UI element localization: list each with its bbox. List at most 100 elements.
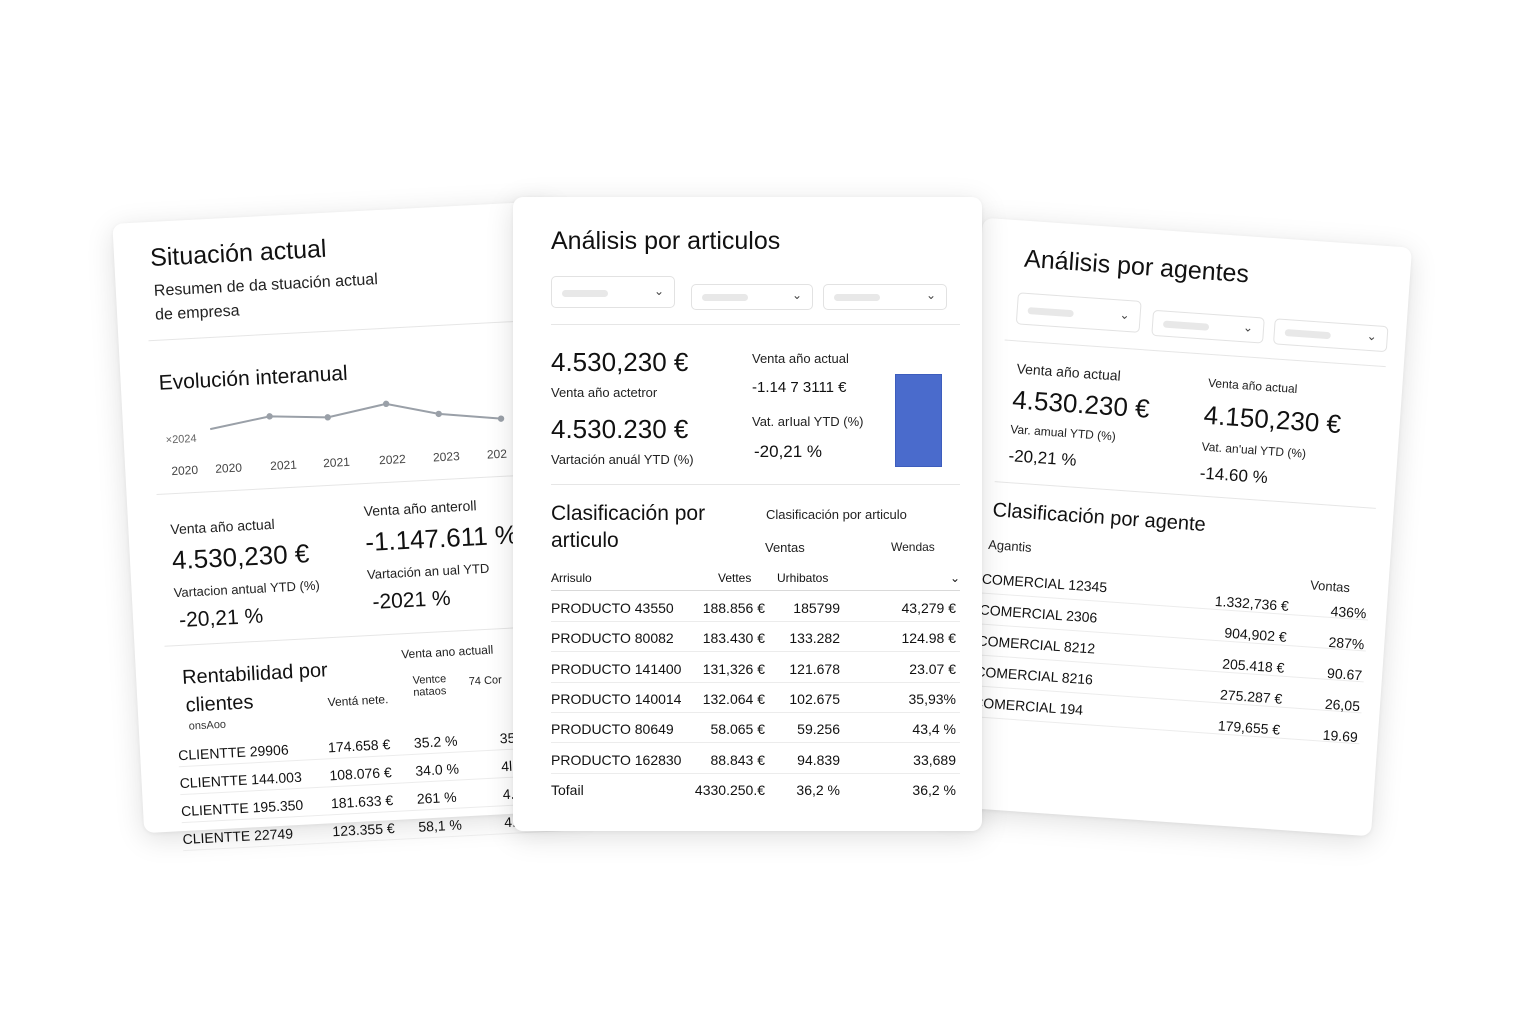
- kpi-value: 4.530.230 €: [1011, 384, 1151, 424]
- column-header: Agantis: [987, 536, 1033, 555]
- margen: 34.0 %: [414, 760, 460, 779]
- chevron-down-icon: ⌄: [1119, 307, 1131, 323]
- chevron-down-icon: ⌄: [653, 284, 664, 298]
- section-title: Clasificación por agente: [991, 499, 1207, 536]
- filter-dropdown[interactable]: ⌄: [691, 284, 813, 310]
- kpi-var: -2021 %: [371, 586, 452, 614]
- chevron-down-icon: ⌄: [1366, 328, 1378, 344]
- filter-dropdown[interactable]: ⌄: [1015, 292, 1142, 333]
- table-row[interactable]: PRODUCTO 141400 131,326 € 121.678 23.07 €: [551, 653, 960, 683]
- kpi-label: Venta año anteroll: [363, 497, 477, 520]
- margen: 261 %: [416, 788, 457, 807]
- situacion-actual-card: Situación actual Resumen de da stuación …: [112, 200, 585, 852]
- product-name: PRODUCTO 141400: [551, 660, 682, 677]
- card-subtitle-2: de empresa: [154, 302, 241, 324]
- analisis-articulos-card: Análisis por articulos ⌄ ⌄ ⌄ 4.530,230 €…: [513, 197, 982, 831]
- client-name: CLIENTTE 195.350: [180, 796, 304, 820]
- unidades: 121.678: [789, 660, 840, 677]
- data-point: [324, 414, 331, 421]
- filter-dropdown[interactable]: ⌄: [1272, 318, 1389, 353]
- chevron-down-icon: ⌄: [1242, 320, 1254, 335]
- client-name: CLIENTTE 29906: [177, 741, 290, 764]
- kpi-var: -14.60 %: [1199, 463, 1269, 488]
- product-name: PRODUCTO 140014: [551, 690, 682, 707]
- x-tick-label: 2022: [379, 452, 407, 467]
- filter-dropdown[interactable]: ⌄: [823, 284, 947, 310]
- kpi-value: 4.530,230 €: [551, 347, 689, 377]
- margen: 33,689: [913, 751, 956, 768]
- column-header[interactable]: Urhibatos: [777, 571, 829, 585]
- card-title: Análisis por articulos: [551, 227, 781, 255]
- kpi-var-label: Var. amual YTD (%): [1009, 422, 1117, 444]
- kpi-value: 4.530,230 €: [171, 538, 310, 576]
- total-ventas: 4330.250.€: [694, 782, 765, 798]
- table-row[interactable]: PRODUCTO 43550 188.856 € 185799 43,279 €: [551, 592, 960, 622]
- data-point: [497, 415, 505, 422]
- total-margen: 36,2 %: [912, 782, 956, 798]
- sort-chevron-icon[interactable]: ⌄: [949, 571, 960, 585]
- series-line: [210, 402, 502, 431]
- kpi-var: -20,21 %: [1007, 446, 1078, 470]
- agent-name: COMERCIAL 2306: [979, 601, 1098, 626]
- kpi-value: 4.150,230 €: [1202, 399, 1342, 440]
- unidades: 59.256: [797, 721, 840, 738]
- table-row[interactable]: PRODUCTO 162830 88.843 € 94.839 33,689: [551, 744, 960, 774]
- client-name: CLIENTTE 144.003: [179, 768, 303, 792]
- section-subtitle: Clasificación por articulo: [766, 507, 907, 522]
- margen: 23.07 €: [909, 660, 956, 677]
- x-tick-label: 2020: [215, 460, 243, 475]
- table-header-row: Arrisulo Vettes Urhibatos ⌄: [551, 563, 960, 591]
- table-title: Rentabilidad por: [181, 659, 329, 689]
- margen: 43,4 %: [912, 721, 956, 738]
- margen: 124.98 €: [901, 630, 957, 647]
- column-header: Ventce nataos: [412, 673, 447, 699]
- margen: 43,279 €: [901, 600, 957, 616]
- product-name: PRODUCTO 80082: [551, 630, 674, 647]
- product-name: PRODUCTO 162830: [551, 751, 682, 768]
- product-name: PRODUCTO 43550: [551, 600, 674, 616]
- chevron-down-icon: ⌄: [925, 288, 936, 302]
- filter-dropdown[interactable]: ⌄: [1151, 309, 1265, 344]
- column-header: Wendas: [891, 540, 935, 554]
- ventas: 179,655 €: [1217, 717, 1281, 738]
- card-subtitle: Resumen de da stuación actual: [153, 271, 379, 300]
- table-subheader: onsAoo: [188, 718, 227, 733]
- agent-name: COMERCIAL 12345: [981, 570, 1108, 596]
- column-header: Vettes: [718, 571, 752, 585]
- kpi-label: Venta año actetror: [551, 385, 658, 400]
- product-name: PRODUCTO 80649: [551, 721, 674, 738]
- kpi-value: -1.14 7 3111 €: [752, 379, 847, 396]
- unidades: 133.282: [789, 630, 840, 647]
- kpi-var-label: Vat. an'ual YTD (%): [1201, 439, 1307, 461]
- total-unidades: 36,2 %: [796, 782, 840, 798]
- y-axis-label: ×2024: [165, 433, 196, 447]
- kpi-value: -1.147.611 %: [364, 519, 519, 558]
- card-title: Análisis por agentes: [1023, 244, 1250, 289]
- venta-neta: 123.355 €: [332, 819, 396, 840]
- table-row[interactable]: PRODUCTO 80649 58.065 € 59.256 43,4 %: [551, 713, 960, 744]
- data-point: [266, 413, 273, 420]
- margen: 35,93%: [908, 690, 956, 707]
- ventas: 188.856 €: [702, 600, 765, 616]
- unidades: 94.839: [797, 751, 840, 768]
- x-tick-label: 2023: [433, 449, 461, 464]
- ventas: 183.430 €: [702, 630, 765, 647]
- column-header: 74 Cor: [468, 674, 503, 688]
- unidades: 185799: [793, 600, 840, 616]
- kpi-value: 4.530.230 €: [551, 414, 689, 444]
- analisis-agentes-card: Análisis por agentes ⌄ ⌄ ⌄ Venta año act…: [941, 217, 1413, 837]
- divider: [551, 324, 960, 325]
- kpi-var-label: Vartación an ual YTD: [366, 560, 490, 583]
- column-header: Ventas: [765, 540, 805, 555]
- kpi-var-label: Vartacion antual YTD (%): [173, 577, 321, 601]
- divider: [551, 484, 960, 485]
- venta-neta: 174.658 €: [327, 736, 391, 756]
- filter-dropdown[interactable]: ⌄: [551, 276, 675, 308]
- section-title: Clasificación por: [551, 502, 706, 525]
- column-header: Arrisulo: [551, 571, 592, 585]
- table-row[interactable]: PRODUCTO 140014 132.064 € 102.675 35,93%: [551, 683, 960, 713]
- kpi-bar: [895, 374, 942, 467]
- table-row[interactable]: PRODUCTO 80082 183.430 € 133.282 124.98 €: [551, 622, 960, 653]
- ventas: 58.065 €: [710, 721, 766, 738]
- kpi-var-label: Vat. arIual YTD (%): [752, 414, 864, 429]
